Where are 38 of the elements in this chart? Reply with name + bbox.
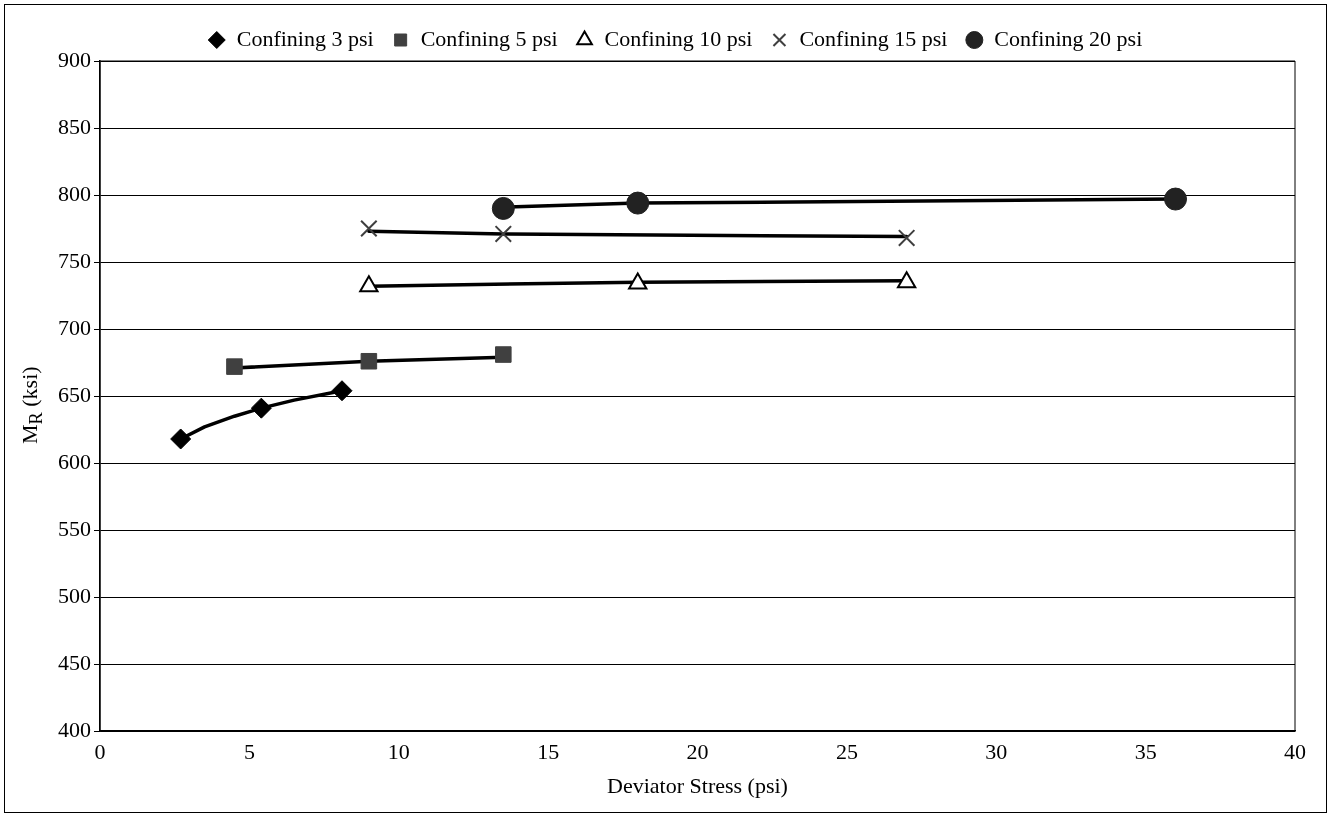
legend-label: Confining 10 psi bbox=[604, 25, 753, 51]
point bbox=[1164, 187, 1187, 211]
legend-label: Confining 20 psi bbox=[994, 25, 1143, 51]
x-tick-label: 10 bbox=[387, 739, 410, 765]
y-tick-label: 600 bbox=[58, 448, 91, 474]
y-tick-label: 750 bbox=[58, 247, 91, 273]
point bbox=[626, 191, 650, 215]
point bbox=[170, 428, 192, 450]
y-tick-label: 700 bbox=[58, 314, 91, 340]
x-tick-label: 5 bbox=[243, 739, 255, 765]
y-tick-label: 400 bbox=[58, 716, 91, 742]
x-tick-label: 30 bbox=[985, 739, 1008, 765]
point bbox=[331, 380, 353, 402]
y-tick-label: 550 bbox=[58, 515, 91, 541]
x-axis-title: Deviator Stress (psi) bbox=[607, 772, 788, 798]
y-tick-label: 900 bbox=[58, 46, 91, 72]
legend-label: Confining 3 psi bbox=[236, 25, 374, 51]
point bbox=[494, 225, 513, 243]
y-tick-label: 450 bbox=[58, 649, 91, 675]
legend-label: Confining 5 psi bbox=[420, 25, 558, 51]
x-tick-label: 25 bbox=[835, 739, 858, 765]
x-tick-label: 40 bbox=[1284, 739, 1306, 765]
y-tick-label: 850 bbox=[58, 113, 91, 139]
point bbox=[495, 346, 512, 363]
y-tick-label: 500 bbox=[58, 582, 91, 608]
x-tick-label: 15 bbox=[537, 739, 560, 765]
point bbox=[226, 358, 243, 375]
point bbox=[250, 397, 272, 419]
point bbox=[897, 229, 916, 247]
x-tick-label: 20 bbox=[686, 739, 709, 765]
y-tick-label: 650 bbox=[58, 381, 91, 407]
x-tick-label: 0 bbox=[94, 739, 106, 765]
point bbox=[360, 352, 378, 370]
point bbox=[360, 219, 378, 238]
x-tick-label: 35 bbox=[1134, 739, 1157, 765]
point bbox=[491, 196, 515, 220]
y-tick-label: 800 bbox=[58, 180, 91, 206]
legend-label: Confining 15 psi bbox=[799, 25, 948, 51]
